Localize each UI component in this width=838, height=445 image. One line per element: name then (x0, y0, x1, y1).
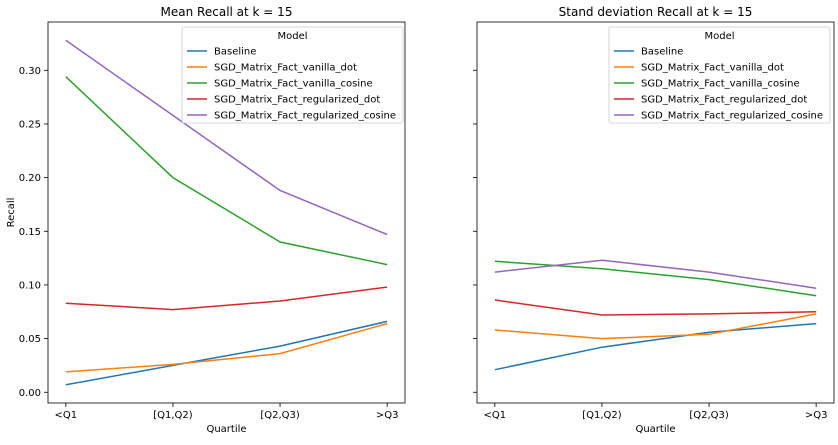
legend-entry: SGD_Matrix_Fact_regularized_cosine (641, 111, 823, 122)
x-tick-label: >Q3 (376, 410, 399, 421)
y-tick-label: 0.25 (19, 119, 41, 130)
x-tick-label: >Q3 (805, 410, 828, 421)
x-tick-label: [Q2,Q3) (260, 410, 300, 421)
legend-title: Model (277, 31, 307, 42)
legend-box (181, 26, 404, 124)
series-line (65, 39, 388, 236)
y-tick-label: 0.05 (19, 334, 41, 345)
y-tick-label: 0.10 (19, 280, 41, 291)
x-tick-label: [Q1,Q2) (582, 410, 622, 421)
y-tick-label: 0.15 (19, 227, 41, 238)
series-line (494, 259, 817, 289)
legend-entry: SGD_Matrix_Fact_vanilla_dot (641, 63, 784, 74)
series-line (65, 320, 388, 386)
y-tick-label: 0.30 (19, 66, 41, 77)
series-line (494, 260, 817, 297)
legend-entry: SGD_Matrix_Fact_vanilla_dot (214, 63, 357, 74)
x-axis-label: Quartile (206, 424, 246, 435)
legend-box (608, 26, 831, 124)
x-tick-label: [Q1,Q2) (153, 410, 193, 421)
series-line (494, 322, 817, 371)
x-tick-label: <Q1 (484, 410, 507, 421)
chart-title: Stand deviation Recall at k = 15 (559, 5, 753, 19)
legend-entry: Baseline (641, 47, 683, 58)
axes-frame (47, 21, 406, 404)
legend-entry: SGD_Matrix_Fact_regularized_cosine (214, 111, 396, 122)
x-axis-label: Quartile (635, 424, 675, 435)
y-axis-label: Recall (6, 198, 17, 228)
series-line (494, 299, 817, 316)
series-line (65, 322, 388, 373)
x-tick-label: [Q2,Q3) (689, 410, 729, 421)
legend-entry: SGD_Matrix_Fact_regularized_dot (214, 95, 380, 106)
legend: Model Baseline SGD_Matrix_Fact_vanilla_dot… (181, 26, 404, 124)
series-line (65, 76, 388, 266)
subplot-1: Mean Recall at k = 15 <Q1 [Q1,Q2) [Q2,Q3) >Q… (6, 5, 406, 435)
axes-frame (476, 21, 835, 404)
legend-entry: Baseline (214, 47, 256, 58)
y-tick-label: 0.00 (19, 388, 41, 399)
series-line (65, 286, 388, 311)
series-line (494, 313, 817, 340)
legend-title: Model (704, 31, 734, 42)
legend-entry: SGD_Matrix_Fact_vanilla_cosine (214, 79, 373, 90)
subplot-2: Stand deviation Recall at k = 15 <Q1 [Q1,Q… (473, 5, 835, 435)
legend: Model Baseline SGD_Matrix_Fact_vanilla_dot… (608, 26, 831, 124)
legend-entry: SGD_Matrix_Fact_regularized_dot (641, 95, 807, 106)
chart-title: Mean Recall at k = 15 (161, 5, 293, 19)
y-tick-label: 0.20 (19, 173, 41, 184)
legend-entry: SGD_Matrix_Fact_vanilla_cosine (641, 79, 800, 90)
x-tick-label: <Q1 (55, 410, 78, 421)
